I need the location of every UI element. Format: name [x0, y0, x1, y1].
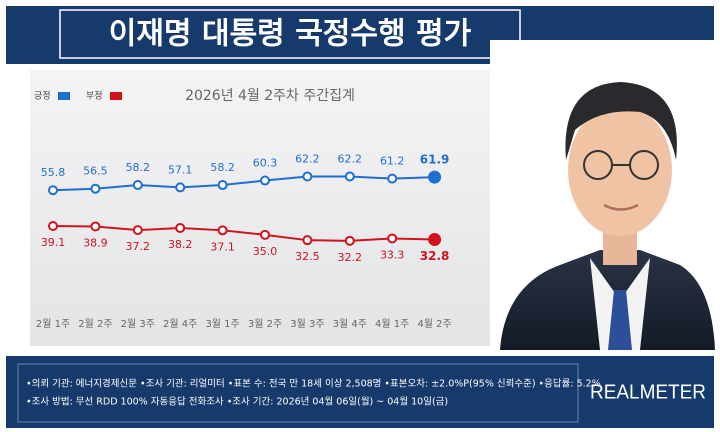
data-point [175, 222, 186, 233]
data-label: 55.8 [41, 166, 66, 179]
data-point [48, 185, 58, 196]
x-tick-label: 3월 1주 [205, 318, 239, 330]
data-label: 32.2 [338, 251, 363, 264]
x-tick-label: 2월 3주 [121, 318, 155, 330]
data-point [387, 173, 398, 184]
x-tick-label: 3월 4주 [333, 318, 367, 330]
data-point [302, 235, 313, 246]
data-label: 37.1 [210, 240, 235, 253]
x-tick-label: 3월 2주 [248, 318, 282, 330]
data-label: 38.2 [168, 238, 193, 251]
x-tick-label: 2월 1주 [36, 318, 70, 330]
data-point [428, 170, 442, 184]
legend-label: 부정 [86, 91, 103, 102]
footnote: •조사 방법: 무선 RDD 100% 자동응답 전화조사 •조사 기간: 20… [26, 396, 448, 408]
data-label: 37.2 [126, 240, 151, 253]
data-label: 61.2 [380, 155, 405, 168]
data-point [428, 233, 442, 247]
data-label: 32.8 [420, 249, 450, 263]
data-label: 58.2 [210, 161, 235, 174]
data-label: 56.5 [83, 165, 108, 178]
data-point [387, 233, 398, 244]
data-point [90, 183, 101, 194]
plot-background [30, 70, 490, 346]
data-label: 39.1 [41, 236, 66, 249]
data-point [260, 175, 270, 186]
x-tick-label: 4월 2주 [417, 318, 451, 330]
x-tick-label: 3월 3주 [290, 318, 324, 330]
data-label: 62.2 [338, 152, 363, 165]
data-point [217, 180, 228, 191]
plot: 2월 1주 2월 2주 2월 3주 2월 4주 3월 1주 3월 2주 3월 3주 3월 4주… [36, 152, 452, 330]
data-point [344, 171, 355, 182]
subtitle: 2026년 4월 2주차 주간집계 [185, 88, 355, 104]
data-label: 60.3 [253, 157, 278, 170]
series-line [52, 175, 435, 192]
data-point [217, 225, 228, 236]
footnote: •의뢰 기관: 에너지경제신문 •조사 기관: 리얼미터 •표본 수: 전국 만… [26, 378, 601, 390]
data-point [260, 229, 270, 240]
x-tick-label: 2월 2주 [78, 318, 112, 330]
x-tick-label: 4월 1주 [375, 318, 409, 330]
data-label: 32.5 [295, 250, 320, 263]
title-box [59, 9, 521, 59]
data-point [175, 182, 186, 193]
data-label: 35.0 [253, 245, 278, 258]
data-point [302, 171, 313, 182]
chart-title: 이재명 대통령 국정수행 평가 [109, 17, 472, 52]
legend-label: 긍정 [34, 91, 51, 102]
data-label: 62.2 [295, 152, 320, 165]
series-line [52, 225, 435, 242]
data-point [132, 225, 143, 236]
data-label: 61.9 [420, 153, 450, 167]
data-point [132, 180, 143, 191]
data-point [90, 221, 101, 232]
logo: REALMETER [590, 381, 706, 403]
data-point [344, 235, 355, 246]
data-label: 57.1 [168, 163, 193, 176]
data-label: 58.2 [126, 161, 151, 174]
data-label: 33.3 [380, 248, 405, 261]
x-tick-label: 2월 4주 [163, 318, 197, 330]
legend: 긍정 부정 [34, 91, 122, 102]
data-label: 38.9 [83, 236, 108, 249]
legend-swatch [58, 92, 70, 100]
portrait [490, 40, 715, 350]
data-point [48, 221, 58, 232]
legend-swatch [110, 92, 122, 100]
footer-bar [6, 356, 714, 428]
footnote-box [17, 363, 579, 423]
